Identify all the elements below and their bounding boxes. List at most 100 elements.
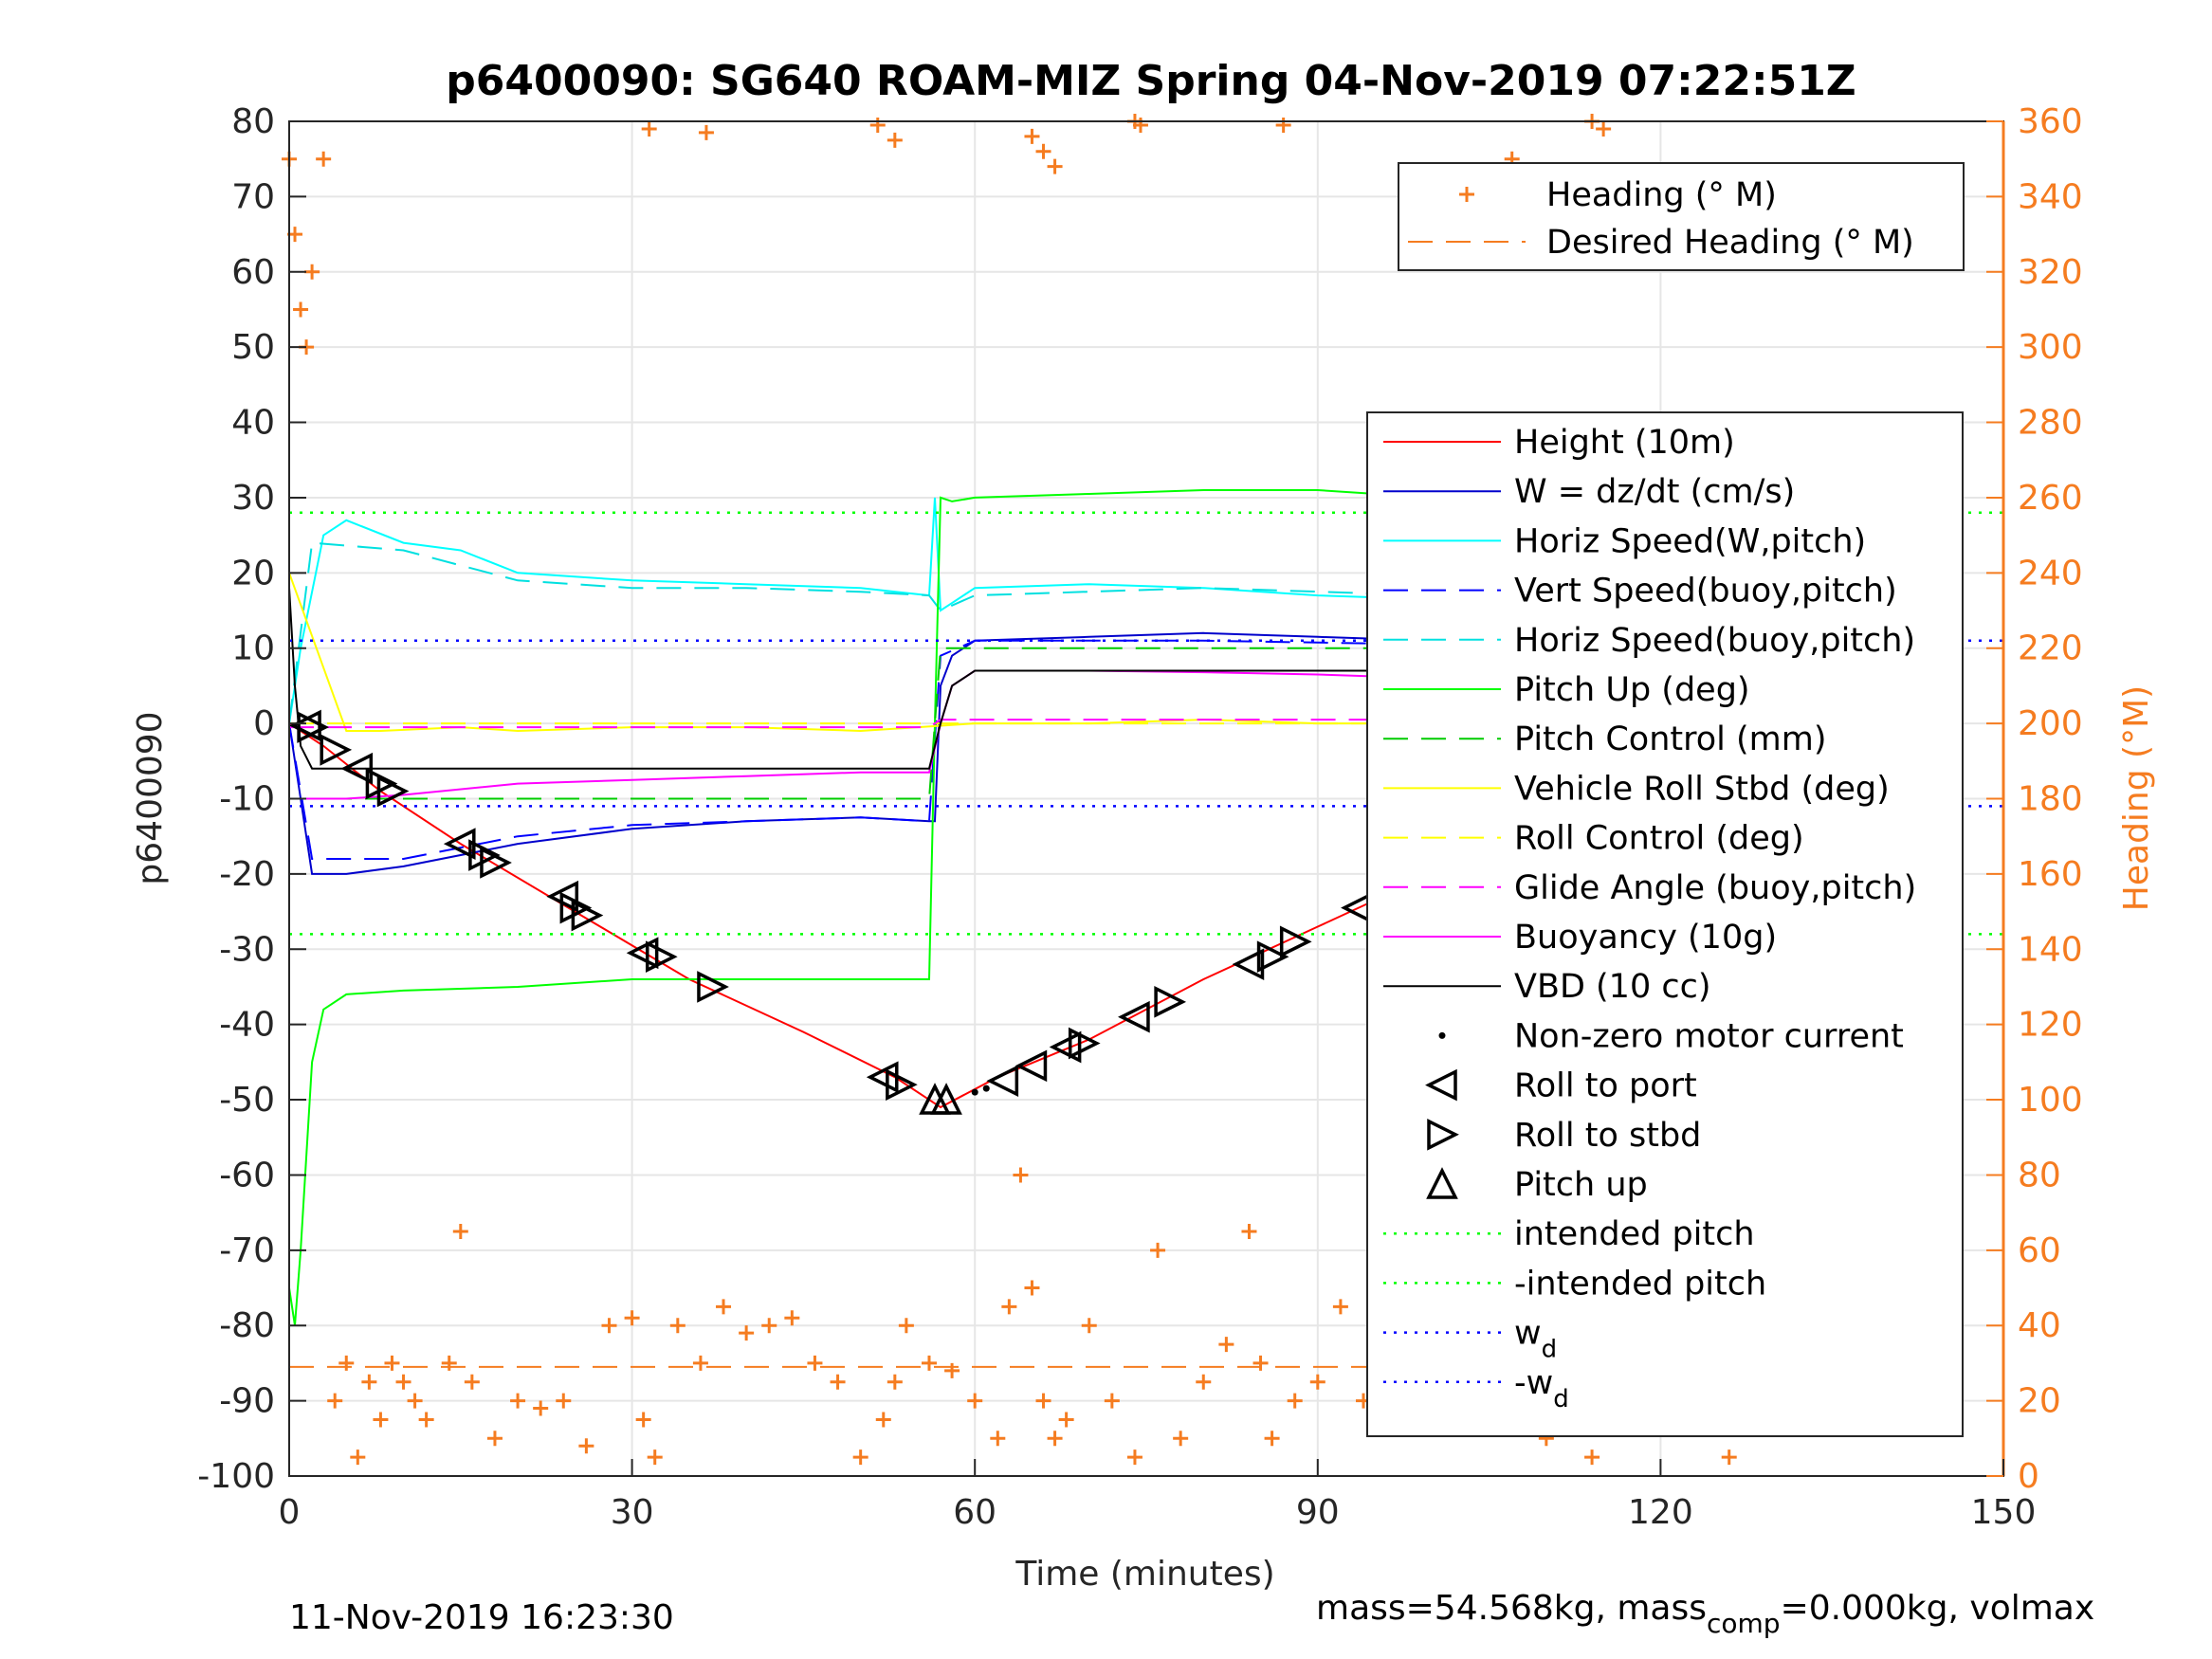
series-horiz-speed-buoy-pitch [288,541,1764,724]
series-heading-m-point [1218,1337,1234,1353]
series-roll-to-stbd-point [1279,925,1312,958]
legend-top: Heading (° M) Desired Heading (° M) [1398,162,1965,271]
series-heading-m-point [875,1412,891,1428]
series-heading-m-point [698,124,714,140]
y-tick-label: -100 [197,1457,275,1496]
legend-main-label-text: W = dz/dt (cm/s) [1514,473,1795,511]
y2-tick-label: 0 [2018,1457,2039,1496]
series-roll-to-port-point [1232,948,1265,980]
legend-main-label: Horiz Speed(W,pitch) [1514,522,1866,560]
legend-main-label-sub: d [1553,1385,1569,1413]
series-heading-m-point [944,1362,960,1378]
series-heading-m-point [887,132,903,148]
legend-main-label-sub: d [1542,1336,1558,1364]
y2-tick-label: 280 [2018,404,2083,443]
legend-main-label: -intended pitch [1514,1265,1766,1303]
legend-main-label-text: Roll Control (deg) [1514,820,1804,858]
legend-main-label: Roll Control (deg) [1514,820,1804,858]
series-roll-to-port-point [546,880,579,913]
y2-tick-label: 300 [2018,328,2083,367]
series-heading-m-point [1252,1355,1269,1371]
legend-top-label: Desired Heading (° M) [1546,224,1914,262]
series-heading-m-point [1058,1412,1074,1428]
series-roll-to-port-point [1015,1049,1048,1083]
legend-main-label: Vehicle Roll Stbd (deg) [1514,770,1890,808]
legend-main-swatch [1426,1167,1458,1199]
legend-main-label: Height (10m) [1514,424,1735,462]
series-heading-m-point [761,1318,777,1334]
series-heading-m-point [716,1299,732,1315]
series-pitch-up-point [930,1083,962,1115]
y2-tick-label: 100 [2018,1081,2083,1120]
series-roll-to-stbd-point [320,734,353,766]
y-tick-label: -10 [219,780,275,819]
series-heading-m-point [692,1355,708,1371]
series-heading-m-point [1013,1167,1029,1183]
y-tick-label: 50 [231,328,275,367]
series-heading-m-point [1035,143,1051,159]
footer-mass-part1: mass=54.568kg, mass [1316,1589,1707,1628]
footer-mass: mass=54.568kg, masscomp=0.000kg, volmax [1316,1589,2094,1639]
series-heading-m-point [1584,1449,1600,1466]
series-heading-m-point [830,1374,846,1390]
footer-mass-sub: comp [1707,1608,1781,1639]
footer-mass-part2: =0.000kg, volmax [1781,1589,2095,1628]
series-heading-m-point [1047,1431,1063,1447]
y2-tick-label: 200 [2018,704,2083,743]
series-heading-m-point [556,1393,572,1409]
y2-tick-label: 140 [2018,930,2083,969]
series-heading-m-point [624,1310,640,1326]
series-heading-m-point [486,1431,503,1447]
series-roll-to-stbd-point [480,847,512,879]
series-heading-m-point [1001,1299,1017,1315]
legend-main-label: wd [1514,1315,1557,1364]
series-heading-m-point [1035,1393,1051,1409]
series-heading-m-point [304,264,320,280]
series-heading-m-point [533,1400,549,1416]
series-heading-m-point [669,1318,686,1334]
legend-main-label: VBD (10 cc) [1514,968,1711,1006]
legend-main-label-text: -intended pitch [1514,1265,1766,1303]
legend-main-label: Roll to port [1514,1067,1697,1105]
series-heading-m-point [316,151,332,167]
series-heading-m-point [807,1355,823,1371]
series-heading-m-point [1047,158,1063,174]
legend-main-label-text: -w [1514,1364,1553,1402]
y2-axis-label: Heading (°M) [2117,685,2156,911]
y2-tick-label: 80 [2018,1156,2061,1194]
series-roll-to-stbd-point [297,711,330,743]
legend-main-label: Pitch up [1514,1166,1648,1204]
series-roll-to-stbd-point [886,1068,918,1102]
x-tick-label: 30 [611,1493,654,1532]
series-heading-m-point [384,1355,400,1371]
y-tick-label: 60 [231,253,275,292]
legend-main-box [1366,411,1964,1437]
series-heading-m-point [464,1374,480,1390]
series-heading-m-point [1596,120,1612,137]
x-tick-label: 0 [279,1493,301,1532]
series-heading-m-point [441,1355,457,1371]
x-tick-label: 120 [1628,1493,1693,1532]
series-heading-m-point [1721,1449,1737,1466]
legend-main-label-text: Vehicle Roll Stbd (deg) [1514,770,1890,808]
y-tick-label: -50 [219,1081,275,1120]
series-heading-m-point [1126,1449,1143,1466]
legend-main-label-text: Height (10m) [1514,424,1735,462]
series-heading-m-point [1332,1299,1348,1315]
legend-main-label-text: Roll to stbd [1514,1117,1701,1155]
series-roll-to-stbd-point [697,971,729,1003]
series-roll-to-port-point [1118,1000,1150,1033]
x-tick-label: 90 [1296,1493,1340,1532]
series-heading-m-point [1024,128,1040,144]
series-heading-m-point [898,1318,914,1334]
legend-main-label: Roll to stbd [1514,1117,1701,1155]
series-roll-to-stbd-point [645,940,678,974]
legend-main-label: Pitch Control (mm) [1514,720,1826,758]
series-heading-m-point [361,1374,377,1390]
y-tick-label: 0 [253,704,275,743]
series-roll-to-port-point [340,752,374,785]
series-non-zero-motor-current [971,1085,990,1096]
series-heading-m-point [1024,1280,1040,1296]
y-tick-label: 10 [231,629,275,668]
series-roll-to-stbd-point [1256,940,1289,974]
